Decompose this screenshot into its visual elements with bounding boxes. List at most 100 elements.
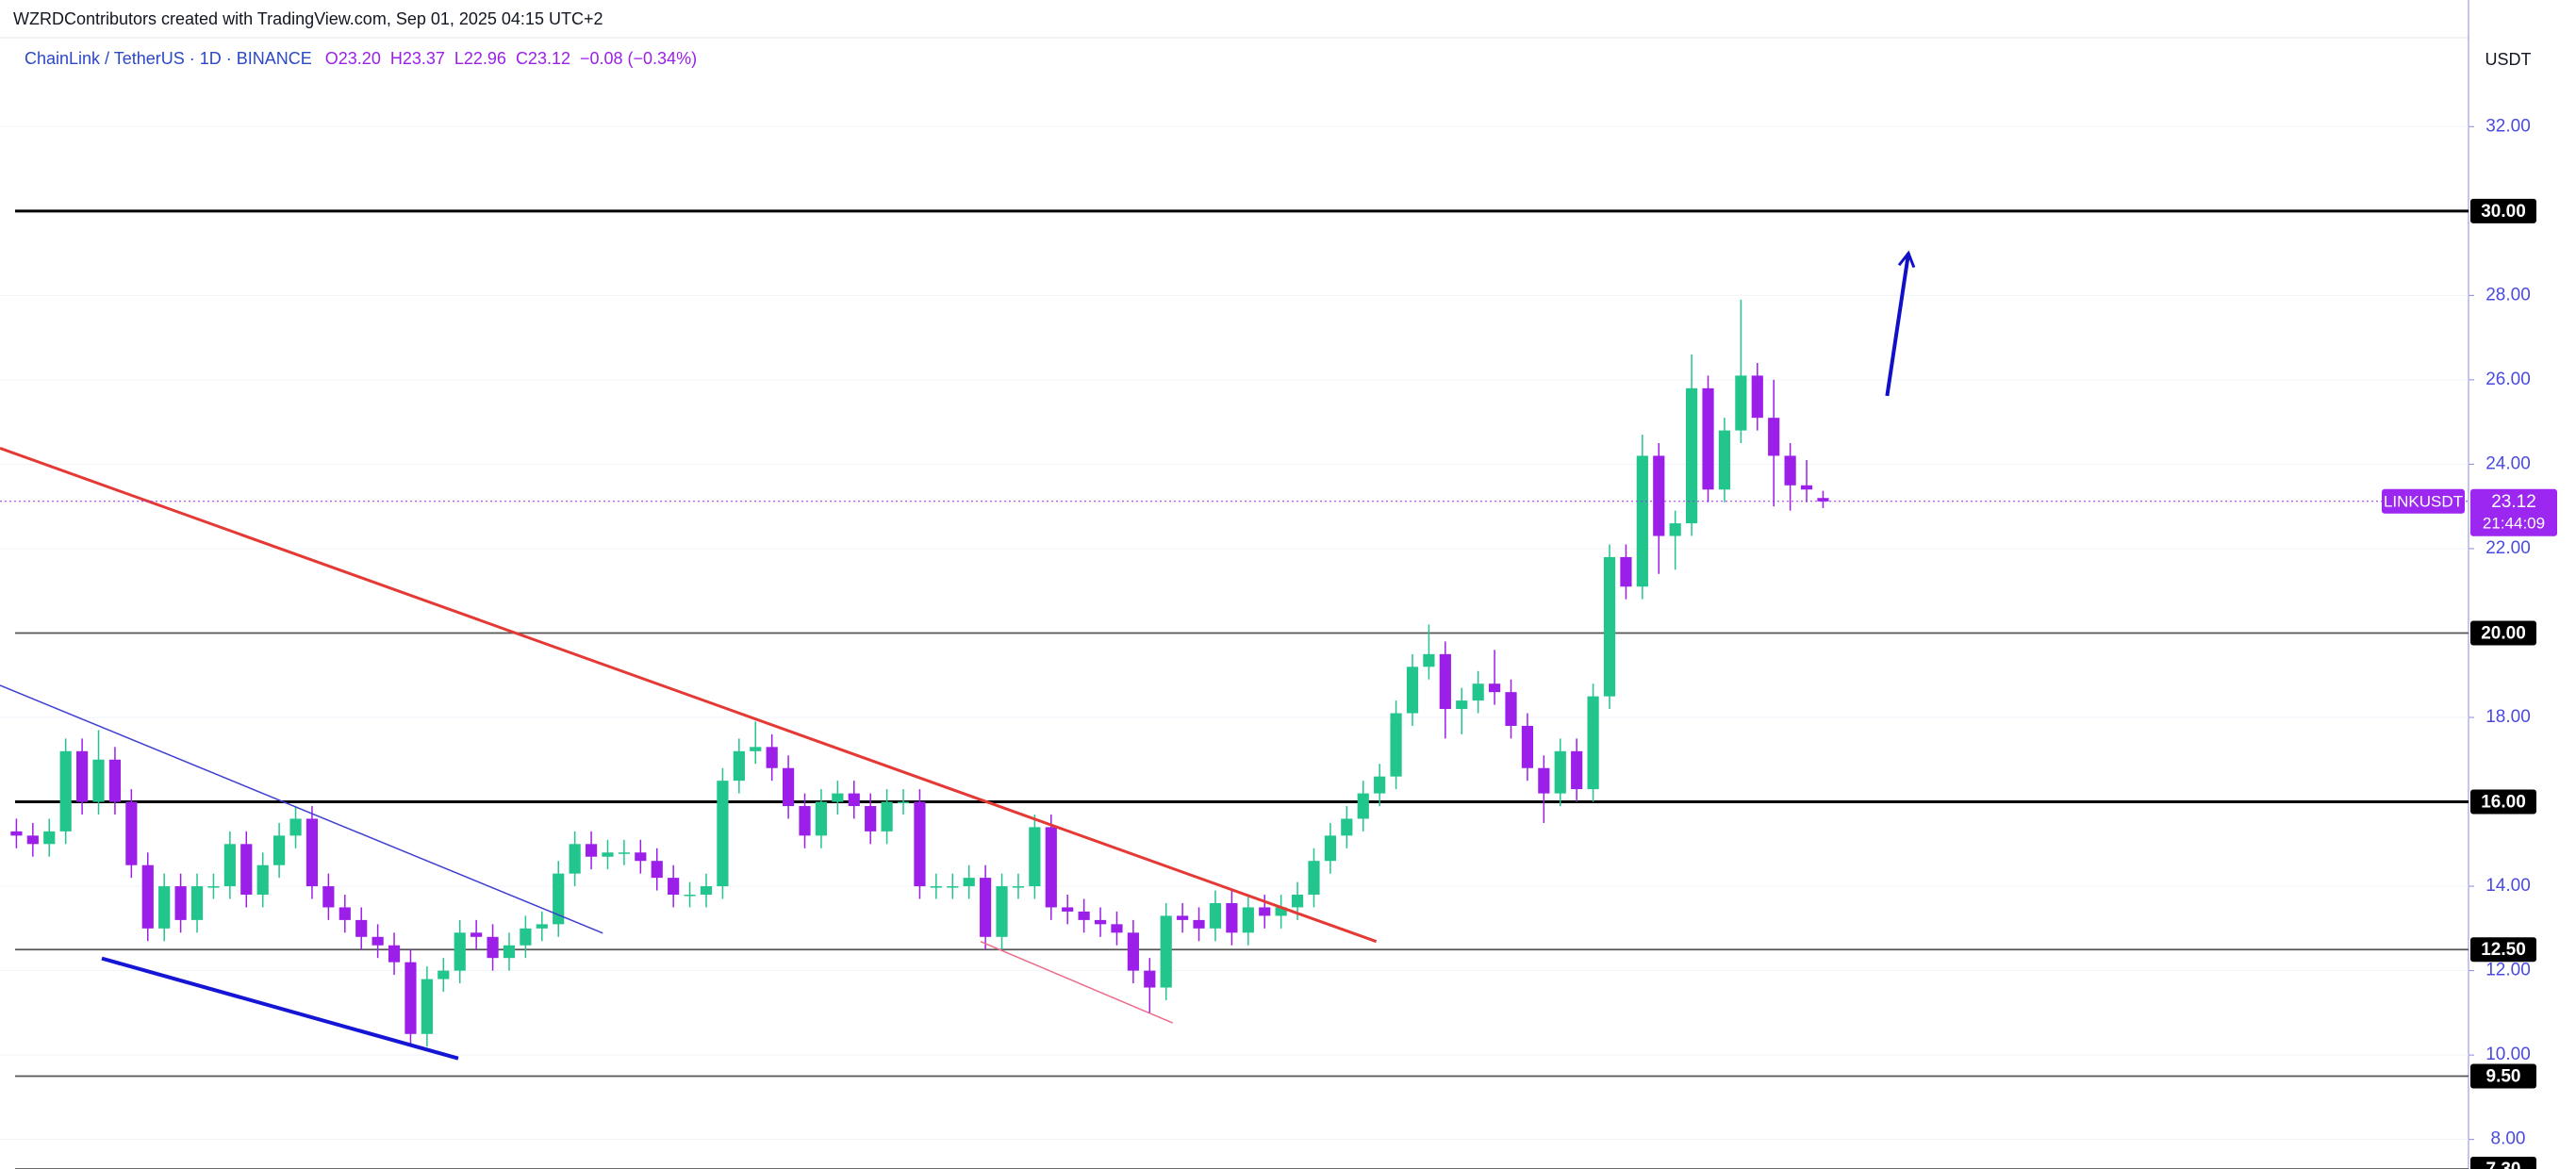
y-tick-label: 32.00 (2485, 116, 2531, 136)
candle-body (1439, 653, 1451, 710)
y-tick-label: 10.00 (2485, 1045, 2531, 1064)
price-tag-countdown: 21:44:09 (2483, 514, 2545, 532)
candle-body (471, 932, 483, 937)
legend-value: O23.20 (325, 49, 381, 68)
candle-body (421, 979, 433, 1034)
candle-body (996, 886, 1008, 937)
candle-body (553, 873, 565, 925)
candle-body (223, 844, 236, 887)
price-tag-symbol: LINKUSDT (2384, 492, 2463, 510)
candle-body (536, 924, 548, 929)
candle-body (585, 844, 598, 857)
candle-body (700, 886, 713, 896)
level-label-box (2470, 620, 2536, 646)
candle-body (1160, 915, 1172, 988)
level-label-box (2470, 789, 2536, 815)
candle-body (438, 970, 450, 980)
candle-body (1341, 818, 1353, 836)
candle-body (108, 759, 122, 802)
candle-body (1308, 861, 1320, 896)
price-tag-symbol-box (2382, 488, 2465, 514)
candle-body (1374, 776, 1386, 794)
candle-body (388, 945, 401, 963)
candle-body (1193, 919, 1205, 929)
y-tick-label: 18.00 (2485, 707, 2531, 727)
trend-line (1885, 250, 1916, 397)
legend-value: L22.96 (454, 49, 506, 68)
candle-body (141, 864, 154, 929)
level-label: 9.50 (2486, 1067, 2521, 1087)
candle-body (733, 750, 745, 782)
candle-body (668, 878, 680, 896)
candle-body (1456, 700, 1468, 710)
candle-body (1603, 556, 1616, 697)
candle-body (930, 886, 942, 888)
symbol-legend: ChainLink / TetherUS · 1D · BINANCE O23.… (25, 49, 697, 68)
candle-body (1324, 835, 1336, 862)
candle-body (1127, 932, 1139, 971)
candle-body (1423, 653, 1435, 667)
candle-body (799, 806, 811, 836)
candle-body (1242, 907, 1254, 933)
legend-value: −0.08 (−0.34%) (580, 49, 697, 68)
candle-body (1111, 924, 1123, 933)
candle-body (1472, 683, 1484, 701)
candle-body (1078, 911, 1090, 920)
candle-body (1209, 902, 1222, 929)
candle-body (1784, 455, 1796, 486)
candle-body (454, 932, 466, 971)
currency: USDT (2485, 50, 2532, 69)
candle-body (520, 928, 532, 946)
candle-body (1768, 418, 1780, 456)
candle-body (125, 801, 138, 865)
trend-line (0, 684, 603, 934)
candle-body (322, 886, 335, 908)
candle-body (339, 907, 351, 920)
candle-body (1177, 915, 1189, 920)
candle-body (1554, 750, 1566, 794)
candle-body (1538, 767, 1550, 794)
candle-body (75, 750, 89, 802)
candle-body (684, 895, 696, 897)
price-tag-price: 23.12 (2491, 492, 2536, 512)
candle-body (717, 781, 729, 887)
candle-body (289, 818, 302, 836)
candle-body (1620, 556, 1632, 587)
candle-body (503, 945, 516, 959)
candle-body (43, 831, 56, 845)
candle-body (1390, 713, 1402, 777)
candle-body (1817, 498, 1829, 502)
candle-body (273, 835, 286, 865)
candle-body (1488, 683, 1501, 693)
y-tick-label: 28.00 (2485, 285, 2531, 305)
level-label-box (2470, 198, 2536, 223)
y-tick-label: 12.00 (2485, 961, 2531, 980)
legend-value: H23.37 (390, 49, 445, 68)
candle-body (1094, 919, 1107, 925)
candle-body (1587, 696, 1599, 790)
level-label: 30.00 (2481, 202, 2526, 222)
candle-body (26, 835, 39, 845)
candle-body (207, 886, 220, 888)
candle-body (1062, 907, 1074, 912)
candle-body (1357, 793, 1369, 819)
candle-body (782, 767, 795, 807)
level-label: 7.30 (2486, 1160, 2521, 1169)
candle-body (487, 936, 499, 959)
candle-body (815, 801, 828, 836)
candle-body (1718, 430, 1731, 490)
candle-body (240, 844, 253, 896)
y-tick-label: 22.00 (2485, 538, 2531, 558)
candle-body (1406, 667, 1419, 714)
candle-body (1144, 970, 1156, 988)
candle-body (569, 844, 581, 874)
candle-body (158, 886, 171, 929)
y-tick-label: 8.00 (2491, 1129, 2526, 1149)
candle-body (1012, 886, 1025, 888)
y-tick-label: 14.00 (2485, 876, 2531, 896)
level-label: 20.00 (2481, 623, 2526, 643)
candle-body (1800, 485, 1813, 490)
